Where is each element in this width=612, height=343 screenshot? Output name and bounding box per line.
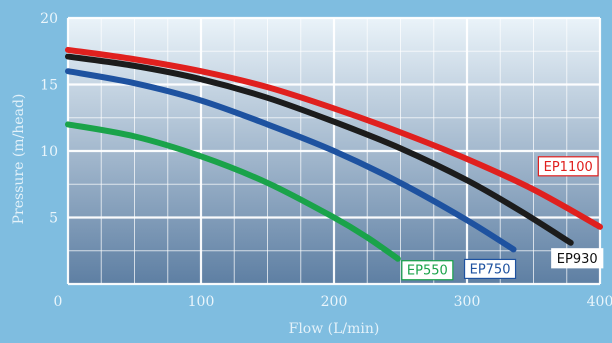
series-label-text: EP550 [407, 264, 448, 279]
series-line-ep550 [65, 121, 401, 262]
series-label-ep750: EP750 [463, 258, 517, 280]
series-label-text: EP750 [470, 262, 511, 277]
series-line-ep750 [65, 68, 517, 253]
y-tick-label: 10 [40, 144, 58, 160]
series-labels: EP1100 EP930 EP750 EP550 [401, 156, 604, 281]
x-axis-title: Flow (L/min) [289, 321, 380, 337]
x-tick-label: 200 [321, 294, 348, 310]
x-tick-label: 300 [454, 294, 481, 310]
series-label-ep1100: EP1100 [537, 156, 599, 177]
series-label-ep930: EP930 [551, 248, 604, 269]
y-axis-title: Pressure (m/head) [11, 94, 27, 225]
series-line-ep930 [65, 53, 574, 246]
series-label-ep550: EP550 [401, 260, 454, 281]
series-lines [65, 46, 603, 262]
x-tick-label: 0 [54, 294, 63, 310]
x-tick-label: 100 [188, 294, 215, 310]
y-tick-label: 15 [40, 78, 58, 94]
y-tick-label: 20 [40, 11, 58, 27]
y-tick-label: 5 [49, 211, 58, 227]
x-tick-label: 400 [587, 294, 612, 310]
series-line-ep1100 [65, 46, 603, 230]
series-label-text: EP930 [557, 252, 598, 267]
series-label-text: EP1100 [544, 160, 593, 175]
axis-ticks: 0 100 200 300 400 5 10 15 20 [40, 11, 612, 310]
